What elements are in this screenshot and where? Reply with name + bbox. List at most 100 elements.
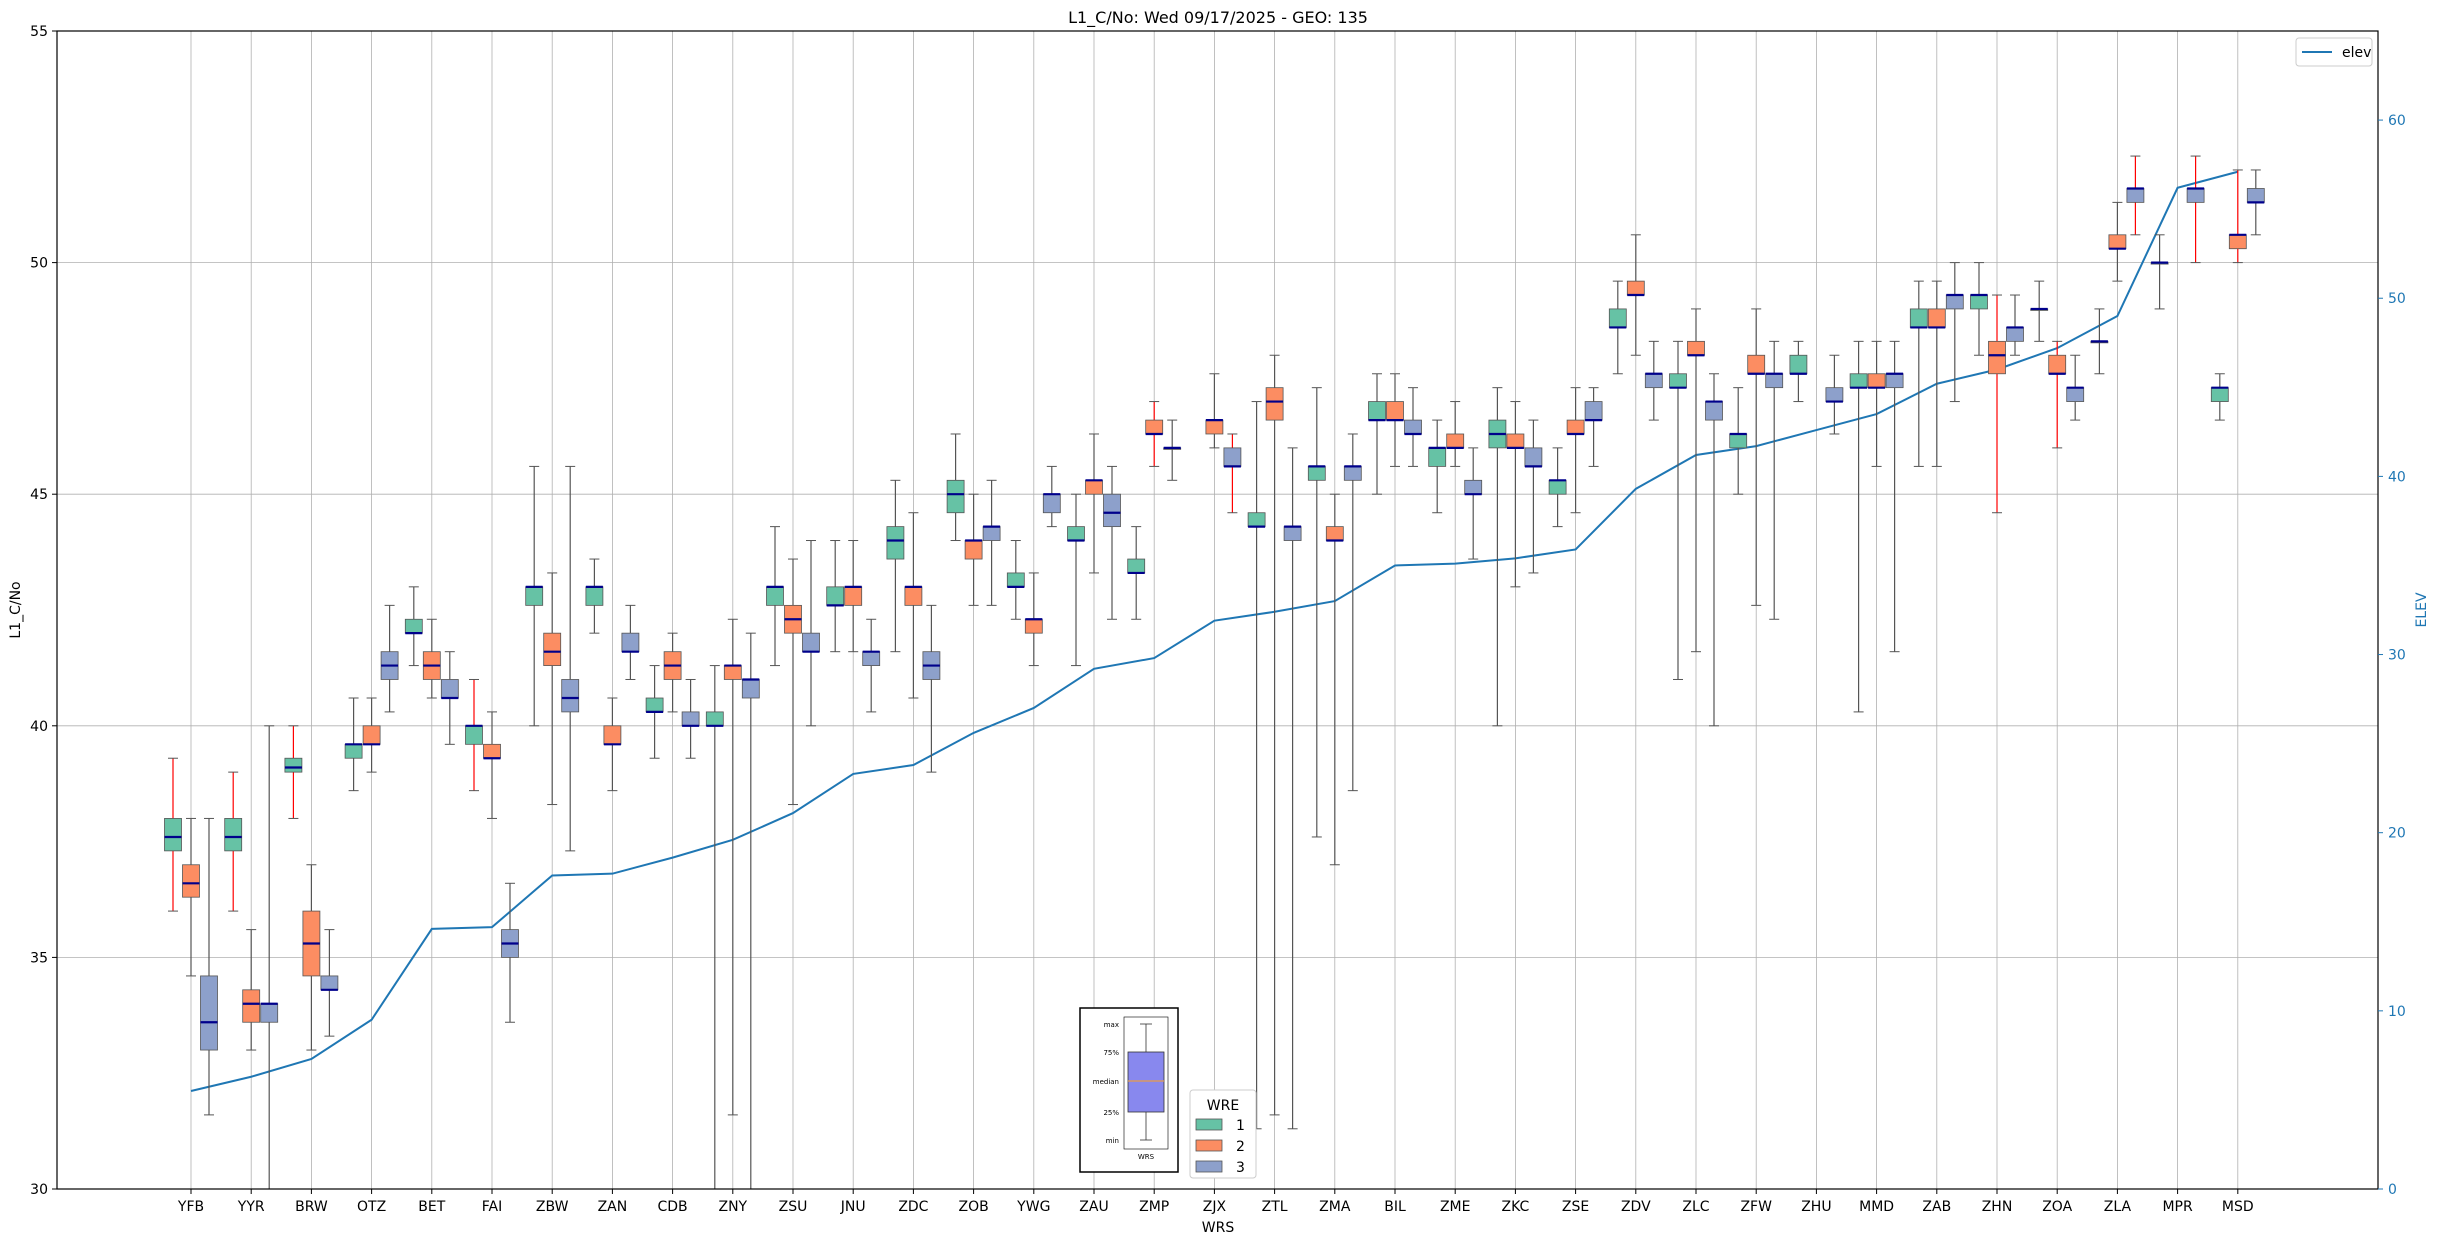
- x-tick-label: ZOB: [958, 1199, 988, 1215]
- box-iqr: [404, 618, 423, 634]
- box-wre1-fai: [465, 678, 483, 792]
- x-tick-label: ZDV: [1621, 1199, 1651, 1215]
- box-wre3-otz: [380, 604, 399, 713]
- box-wre3-zse: [1584, 387, 1603, 467]
- inset-label-median: median: [1093, 1078, 1119, 1086]
- box-iqr: [1404, 419, 1422, 435]
- box-iqr: [2126, 188, 2145, 203]
- box-wre3-zab: [1945, 262, 1964, 403]
- inset-label-q3: 75%: [1103, 1049, 1119, 1057]
- wre-legend-label-1: 1: [1236, 1118, 1245, 1134]
- wre-legend-swatch-2: [1195, 1139, 1223, 1152]
- box-iqr: [621, 632, 640, 653]
- box-iqr: [886, 526, 905, 560]
- box-iqr: [440, 679, 459, 699]
- wre-legend-label-3: 3: [1236, 1160, 1245, 1176]
- box-wre3-zmp: [1163, 419, 1182, 481]
- box-wre3-zhu: [1825, 354, 1844, 435]
- box-wre2-zkc: [1506, 401, 1525, 588]
- y2-tick-label: 60: [2388, 113, 2406, 129]
- box-iqr: [2048, 354, 2067, 375]
- elev-line: [190, 170, 2239, 1092]
- wre-legend-swatch-1: [1195, 1118, 1223, 1131]
- box-wre3-yfb: [200, 817, 218, 1116]
- x-tick-label: BIL: [1384, 1199, 1406, 1215]
- box-wre1-cdb: [645, 665, 664, 759]
- box-iqr: [1067, 526, 1085, 541]
- box-wre3-zdc: [922, 604, 941, 773]
- box-wre1-zme: [1428, 419, 1447, 514]
- box-wre1-jnu: [826, 540, 845, 653]
- box-wre1-zob: [946, 433, 965, 542]
- box-wre3-zny: [741, 632, 760, 1189]
- box-wre1-zdc: [886, 479, 905, 653]
- box-iqr: [1006, 572, 1025, 588]
- box-wre1-zkc: [1488, 387, 1507, 727]
- box-wre3-zdv: [1644, 340, 1663, 421]
- x-tick-label: ZKC: [1502, 1199, 1530, 1215]
- box-iqr: [1705, 401, 1723, 421]
- elev-series-line: [190, 170, 2239, 1092]
- box-iqr: [1446, 433, 1465, 449]
- y-tick-label: 50: [30, 256, 48, 272]
- box-iqr: [1729, 433, 1748, 449]
- box-iqr: [224, 818, 243, 852]
- box-wre1-zse: [1548, 447, 1567, 528]
- box-iqr: [2228, 234, 2247, 250]
- y2-tick-label: 20: [2388, 826, 2406, 842]
- box-wre2-jnu: [844, 540, 863, 653]
- box-iqr: [1506, 433, 1525, 449]
- box-wre1-zfw: [1729, 387, 1748, 495]
- box-wre1-zab: [1909, 280, 1928, 467]
- box-wre3-zan: [621, 604, 640, 680]
- box-wre3-mmd: [1885, 340, 1904, 653]
- box-iqr: [2108, 234, 2127, 250]
- box-wre3-zla: [2126, 155, 2145, 236]
- box-wre1-brw: [284, 725, 303, 819]
- box-wre3-zjx: [1223, 433, 1242, 514]
- box-iqr: [1428, 447, 1447, 467]
- y2-tick-label: 40: [2388, 469, 2406, 485]
- x-tick-label: BRW: [295, 1199, 328, 1215]
- chart-title: L1_C/No: Wed 09/17/2025 - GEO: 135: [1068, 8, 1368, 28]
- box-wre1-ztl: [1247, 401, 1266, 1130]
- box-wre3-zoa: [2066, 354, 2085, 421]
- box-wre3-yyr: [260, 725, 279, 1189]
- box-iqr: [561, 679, 580, 713]
- box-wre1-mpr: [2150, 234, 2169, 310]
- box-wre1-bet: [404, 586, 423, 667]
- box-wre1-zhn: [1970, 262, 1988, 356]
- box-plot-marks: [164, 155, 2265, 1189]
- x-axis: YFB YYR BRW OTZ BET FAI ZBW ZAN CDB ZNY ZSU JNU ZDC Z…: [177, 1189, 2254, 1215]
- box-iqr: [826, 586, 845, 606]
- box-wre2-zjx: [1205, 373, 1224, 449]
- box-iqr: [1386, 401, 1404, 421]
- box-wre1-zny: [705, 665, 724, 1189]
- box-wre3-zob: [982, 479, 1001, 606]
- box-wre2-zmp: [1145, 401, 1164, 467]
- box-iqr: [1307, 466, 1326, 481]
- box-wre2-zan: [603, 697, 622, 792]
- box-wre2-bet: [422, 618, 441, 699]
- x-tick-label: ZBW: [536, 1199, 569, 1215]
- box-iqr: [1145, 419, 1164, 435]
- x-tick-label: ZFW: [1740, 1199, 1772, 1215]
- wre-legend-label-2: 2: [1236, 1139, 1245, 1155]
- y-axis-label: L1_C/No: [8, 581, 24, 638]
- box-iqr: [2246, 188, 2265, 203]
- box-wre2-fai: [483, 711, 501, 819]
- x-tick-label: YWG: [1016, 1199, 1050, 1215]
- box-iqr: [1747, 354, 1766, 375]
- x-tick-label: BET: [418, 1199, 445, 1215]
- box-wre1-otz: [344, 697, 363, 792]
- box-iqr: [362, 725, 381, 745]
- box-iqr: [844, 586, 863, 606]
- x-tick-label: MMD: [1859, 1199, 1894, 1215]
- x-tick-label: ZNY: [718, 1199, 747, 1215]
- box-iqr: [862, 651, 881, 666]
- box-wre2-bil: [1386, 373, 1404, 467]
- box-wre2-zbw: [543, 572, 562, 806]
- box-wre1-ywg: [1006, 540, 1025, 620]
- y-tick-label: 45: [30, 487, 48, 503]
- x-tick-label: ZHU: [1801, 1199, 1831, 1215]
